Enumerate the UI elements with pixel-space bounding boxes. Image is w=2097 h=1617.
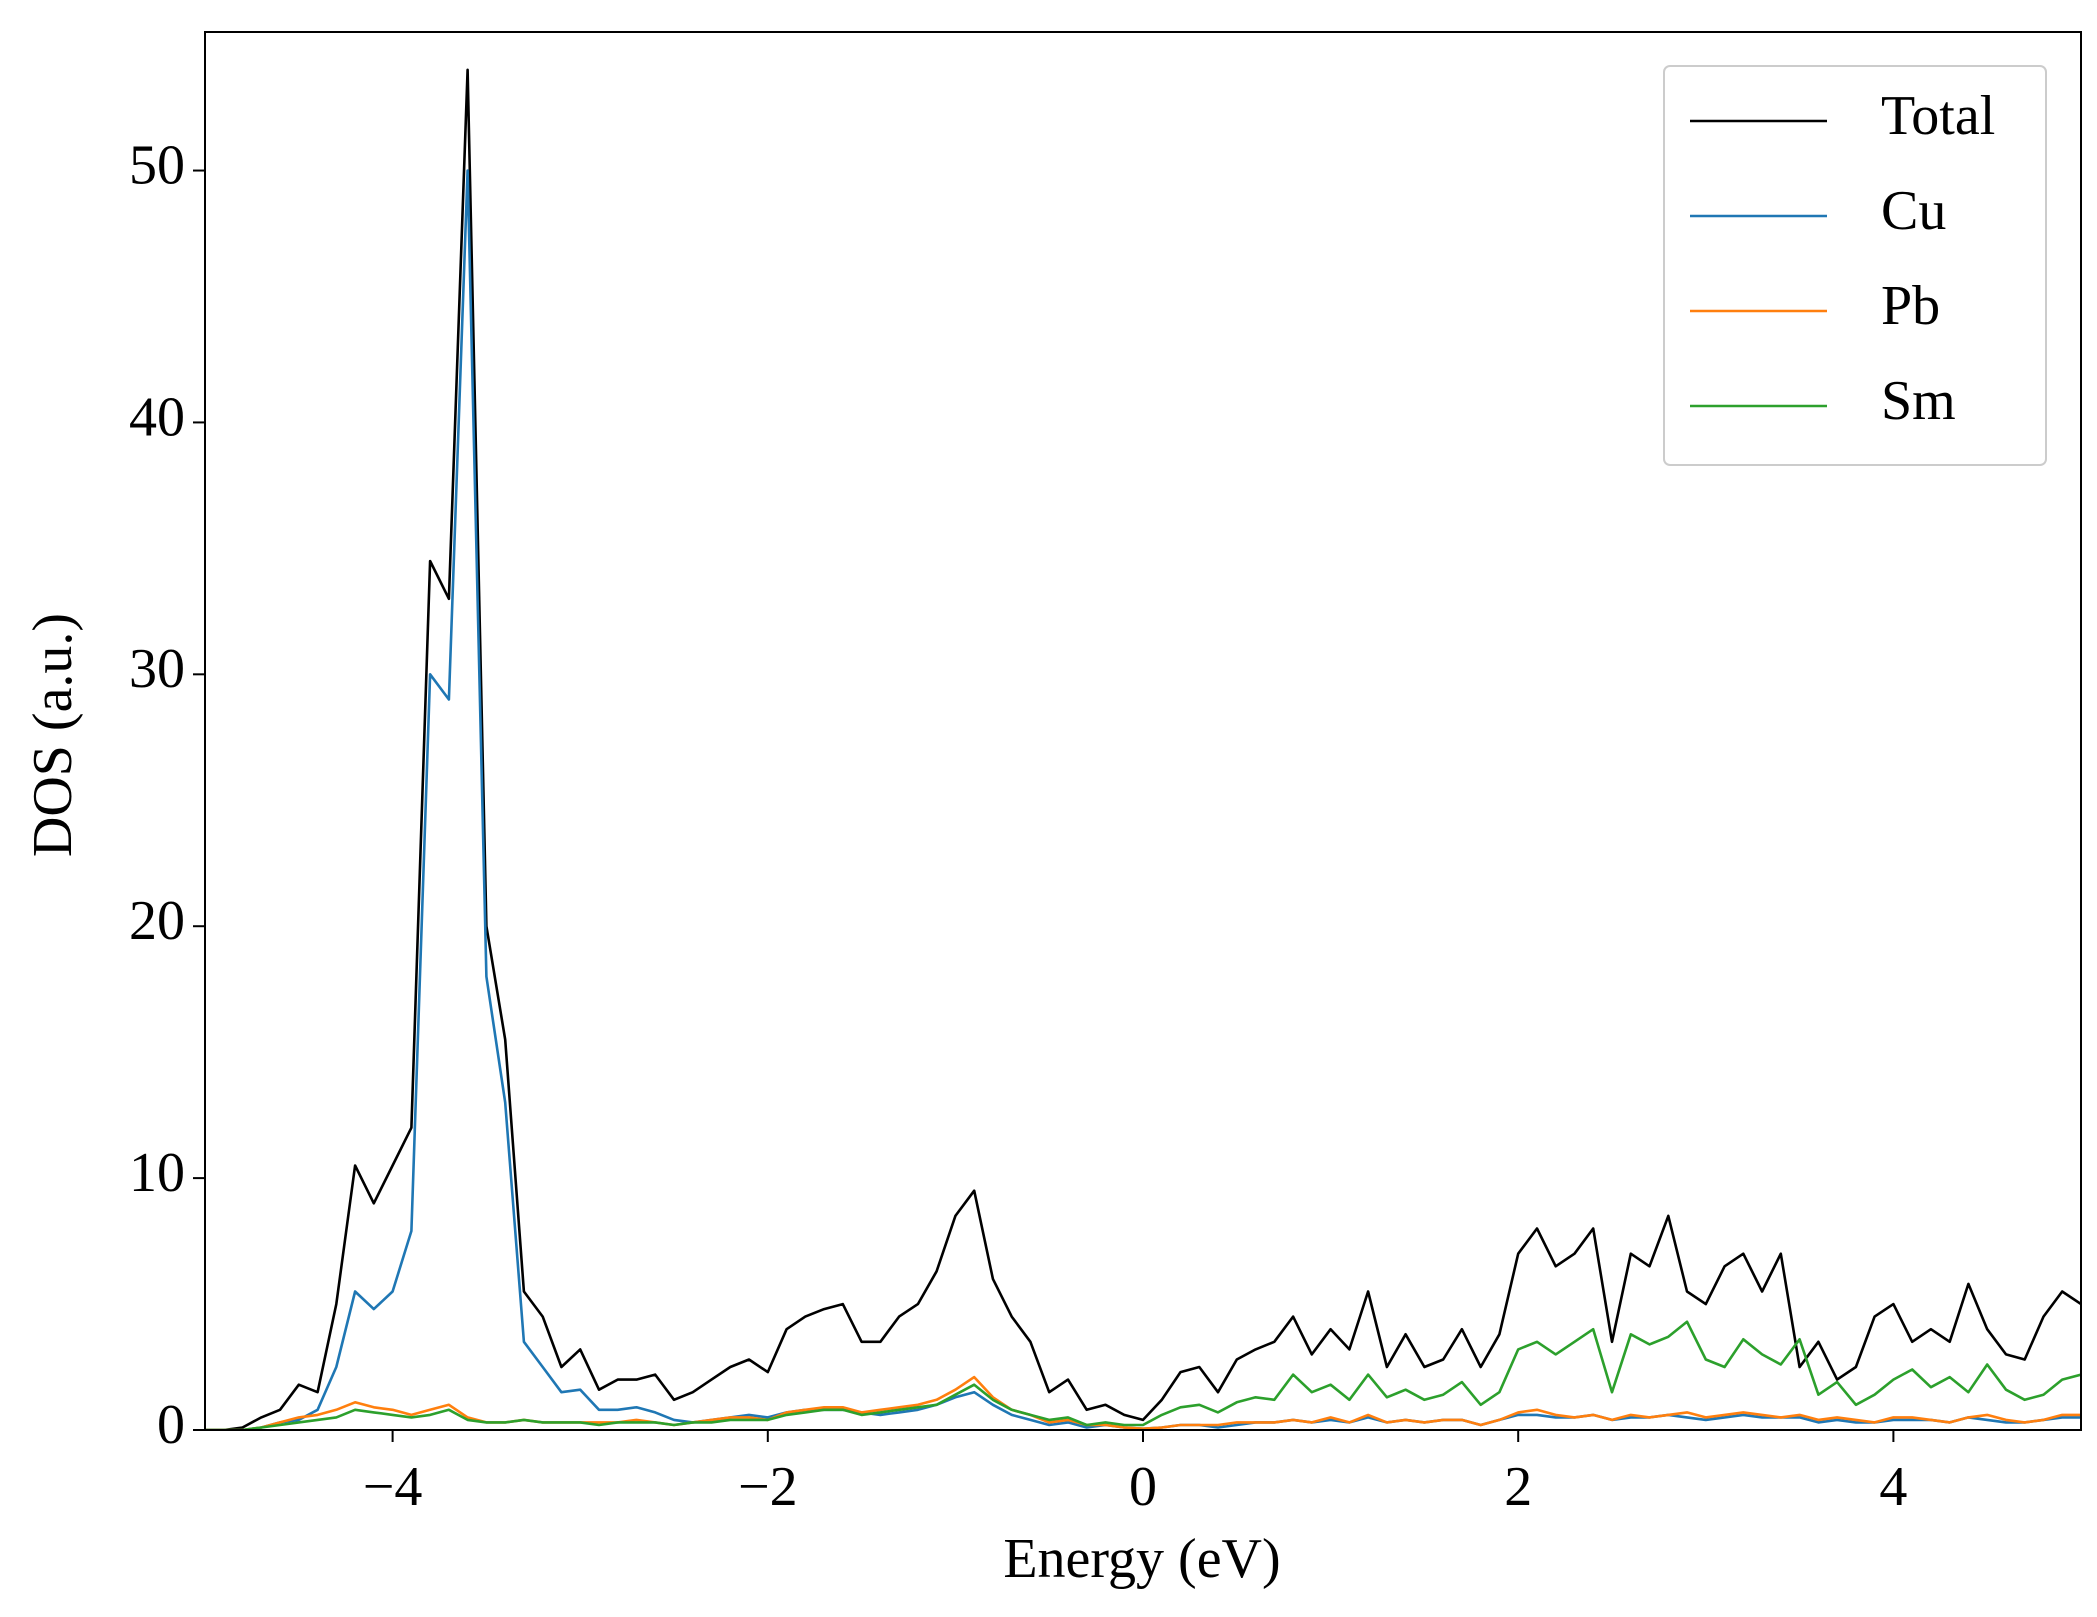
- x-tick-label: 2: [1504, 1456, 1532, 1518]
- y-tick-label: 30: [129, 638, 185, 700]
- y-tick-label: 0: [157, 1394, 185, 1456]
- y-tick-label: 20: [129, 890, 185, 952]
- x-tick-label: 4: [1879, 1456, 1907, 1518]
- plot-frame: [204, 31, 2082, 1431]
- x-axis-label: Energy (eV): [1003, 1528, 1280, 1590]
- legend-box: [1663, 65, 2047, 466]
- x-tick-label: −4: [363, 1456, 423, 1518]
- legend-label: Total: [1881, 85, 1995, 147]
- y-tick-label: 10: [129, 1142, 185, 1204]
- x-tick-label: 0: [1129, 1456, 1157, 1518]
- series-line: [205, 68, 2081, 1430]
- y-tick-label: 50: [129, 134, 185, 196]
- legend-label: Pb: [1881, 275, 1940, 337]
- legend-label: Cu: [1881, 180, 1946, 242]
- series-line: [205, 1320, 2081, 1430]
- legend-label: Sm: [1881, 370, 1956, 432]
- x-tick-label: −2: [738, 1456, 798, 1518]
- y-axis-label: DOS (a.u.): [22, 613, 84, 857]
- y-tick-label: 40: [129, 386, 185, 448]
